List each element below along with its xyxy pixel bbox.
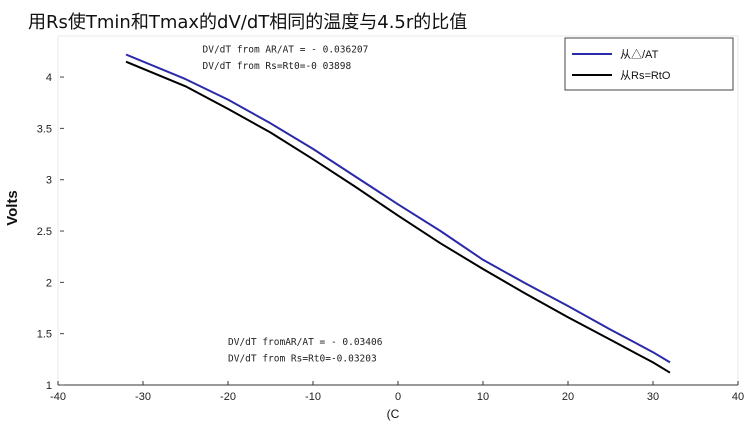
y-tick-label: 3.5: [37, 123, 52, 135]
legend: 从△/AT 从Rs=RtO: [564, 37, 734, 91]
legend-box: [564, 37, 734, 91]
x-tick-label: 0: [395, 391, 401, 403]
x-tick-label: 40: [732, 391, 744, 403]
y-tick-label: 2.5: [37, 226, 52, 238]
legend-label-series-2: 从Rs=RtO: [620, 70, 671, 82]
series-layer: [125, 53, 671, 374]
y-tick-label: 1.5: [37, 329, 52, 341]
y-tick-label: 4: [46, 72, 52, 84]
x-tick-label: -30: [135, 391, 151, 403]
x-tick-label: -10: [305, 391, 321, 403]
y-tick-label: 2: [46, 277, 52, 289]
series-line-2: [125, 60, 671, 374]
x-tick-label: -40: [50, 391, 66, 403]
x-ticks: -40 -30 -20 -10 0 10 20 30 40: [50, 381, 744, 403]
series-line-1: [125, 53, 671, 364]
x-tick-label: 30: [647, 391, 659, 403]
annotation-text: DV/dT from AR/AT = - 0.036207: [203, 44, 369, 55]
x-tick-label: 20: [562, 391, 574, 403]
y-axis-label: Volts: [4, 190, 21, 226]
legend-label-series-1: 从△/AT: [620, 48, 659, 61]
x-tick-label: 10: [477, 391, 489, 403]
annotation-text: DV/dT from Rs=Rt0=-0.03203: [228, 353, 377, 364]
y-tick-label: 1: [46, 380, 52, 392]
y-ticks: 1 1.5 2 2.5 3 3.5 4: [37, 72, 64, 392]
x-tick-label: -20: [220, 391, 236, 403]
chart-title: 用Rs使Tmin和Tmax的dV/dT相同的温度与4.5r的比值: [28, 12, 468, 33]
annotation-text: DV/dT fromAR/AT = - 0.03406: [228, 337, 383, 348]
x-axis-label: (C: [387, 407, 400, 421]
y-tick-label: 3: [46, 175, 52, 187]
annotations: DV/dT from AR/AT = - 0.036207 DV/dT from …: [203, 44, 383, 364]
annotation-text: DV/dT from Rs=Rt0=-0 03898: [203, 61, 352, 72]
